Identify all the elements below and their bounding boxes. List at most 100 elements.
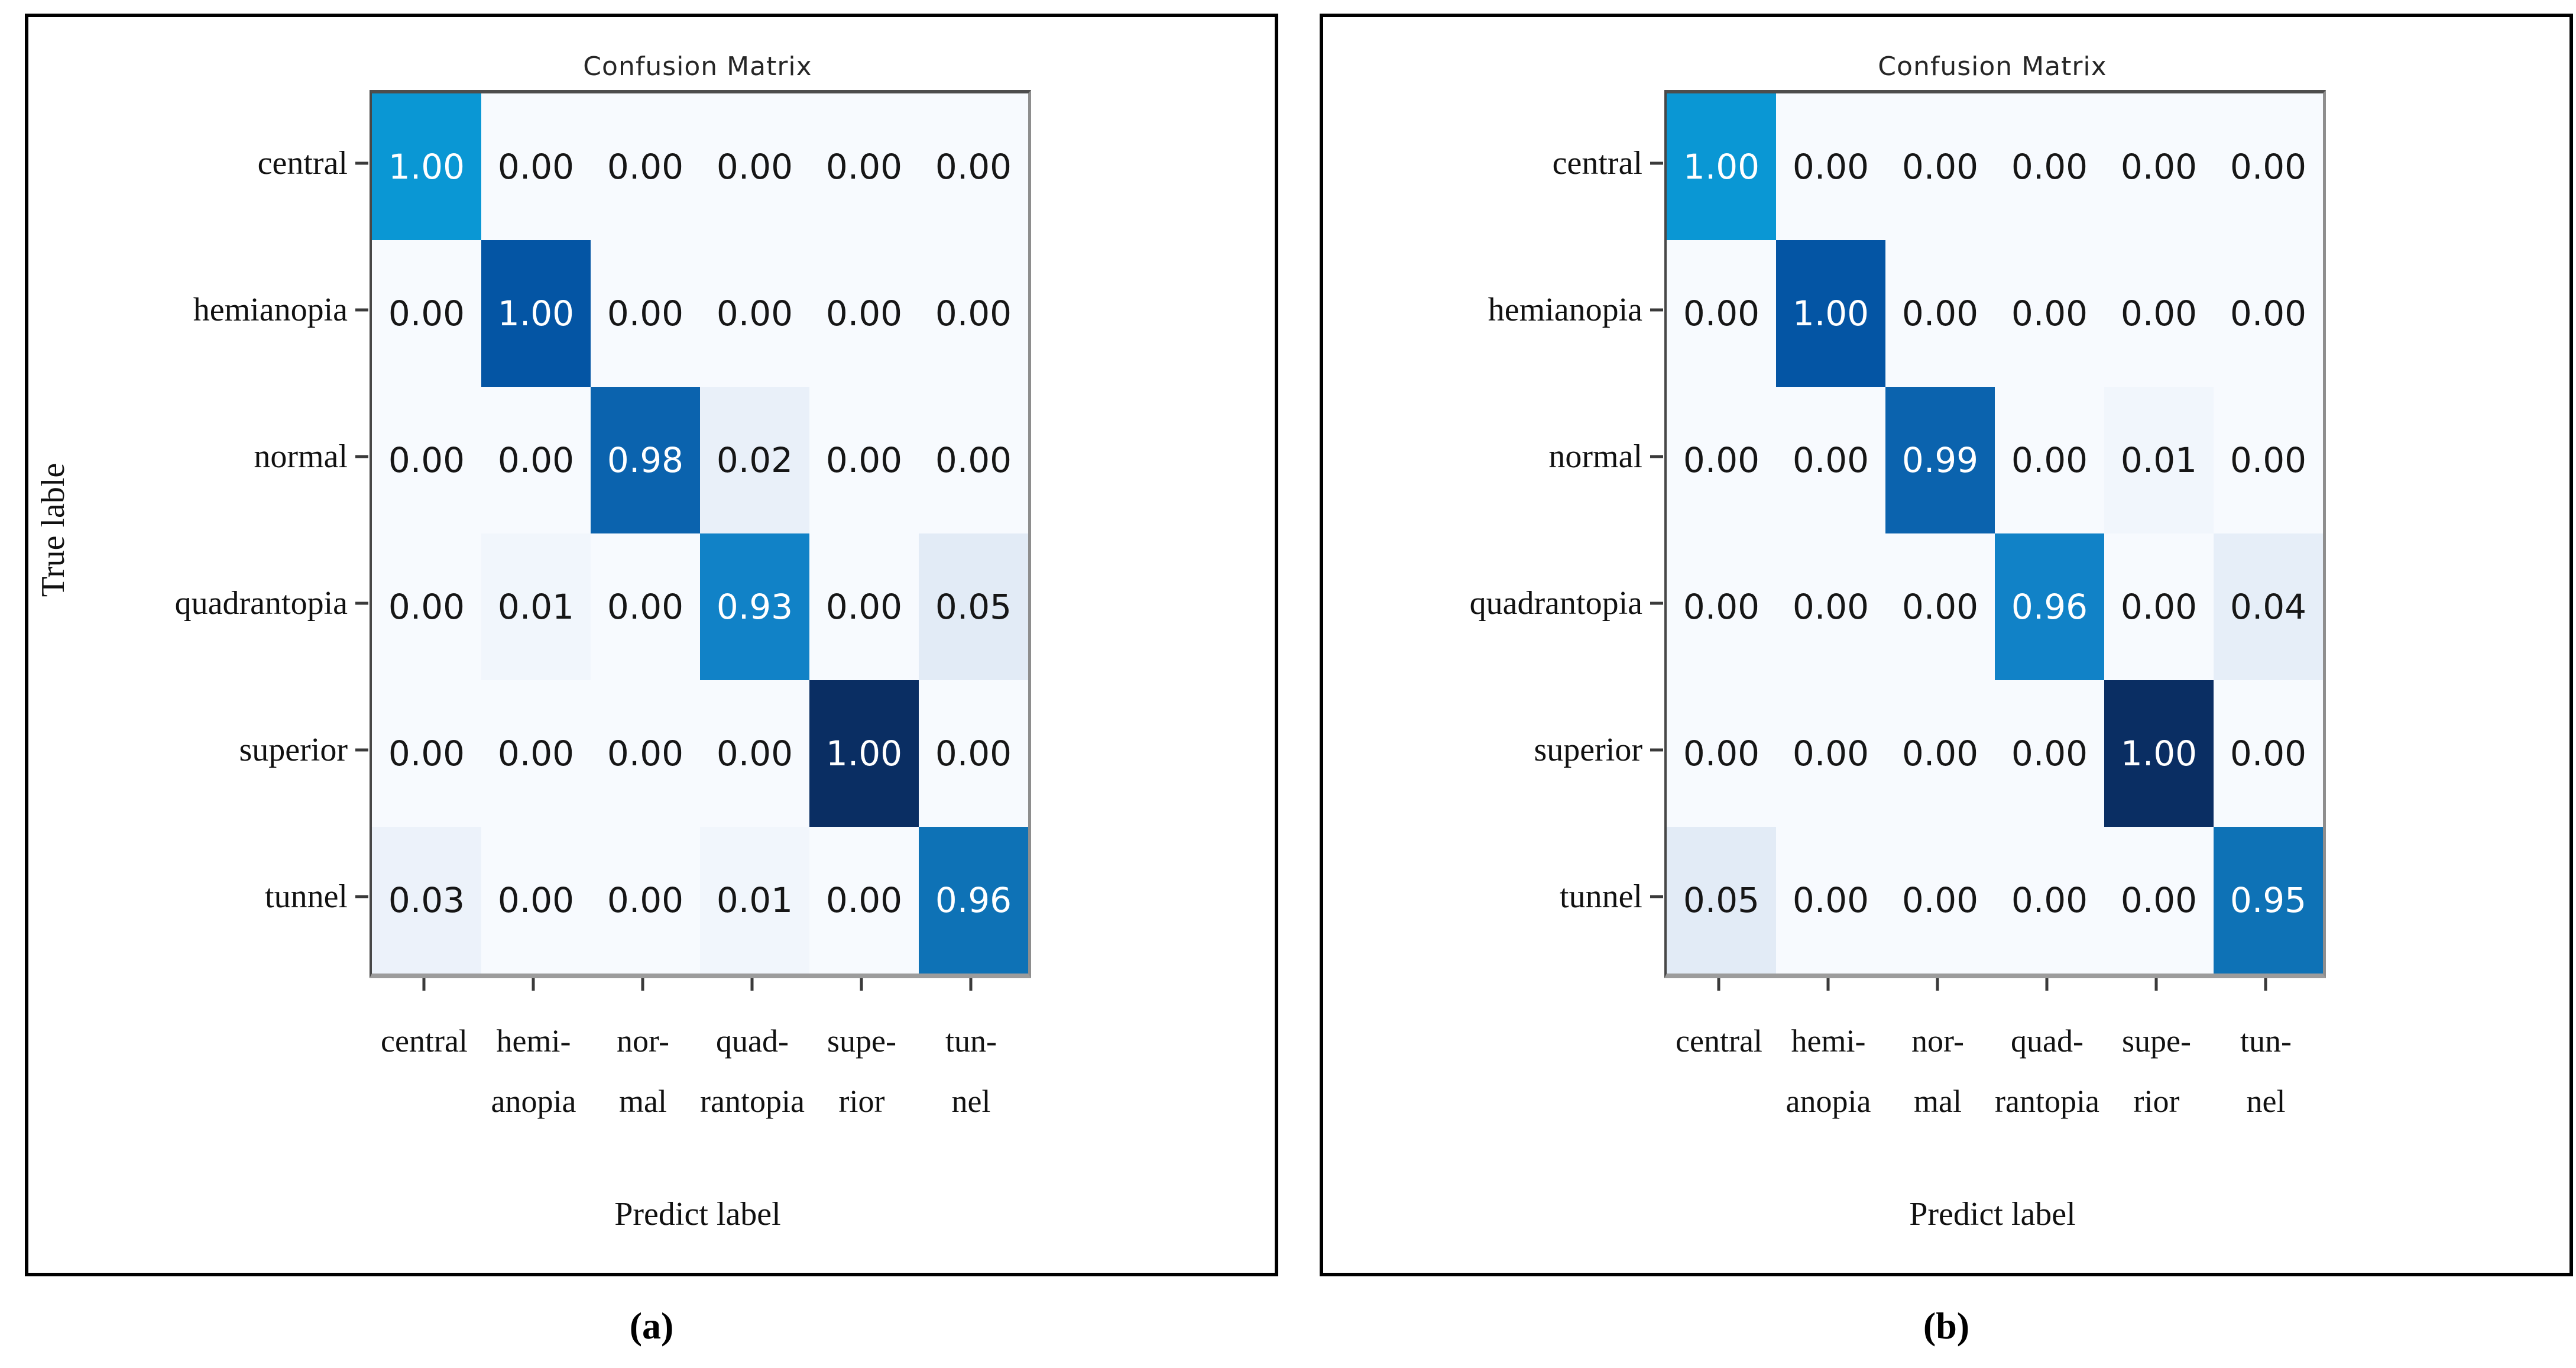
matrix-cell: 1.00 <box>1667 93 1776 240</box>
matrix-cell: 0.00 <box>919 680 1028 827</box>
matrix-cell: 0.00 <box>372 680 481 827</box>
y-tick-label: hemianopia <box>193 292 348 328</box>
matrix-cell: 0.00 <box>809 827 919 974</box>
matrix-cell: 0.00 <box>591 680 700 827</box>
x-tick-label-line1: supe- <box>2122 1023 2191 1059</box>
x-tick-label-line2: mal <box>619 1084 667 1119</box>
matrix-cell: 0.05 <box>1667 827 1776 974</box>
x-tick-mark <box>2154 976 2158 991</box>
matrix-cell: 0.00 <box>372 240 481 387</box>
matrix-cell: 0.00 <box>1885 93 1995 240</box>
matrix-cell: 0.00 <box>1995 680 2104 827</box>
matrix-cell: 0.00 <box>1885 827 1995 974</box>
x-tick-label-line2: mal <box>1914 1084 1962 1119</box>
matrix-cell: 0.00 <box>809 387 919 533</box>
matrix-cell: 0.00 <box>591 827 700 974</box>
y-tick-mark <box>1650 161 1663 165</box>
x-tick-label: nor-mal <box>588 1023 698 1153</box>
matrix-cell: 0.00 <box>809 240 919 387</box>
x-tick-mark <box>532 976 535 991</box>
matrix-cell: 0.00 <box>1995 240 2104 387</box>
matrix-cell: 0.00 <box>919 93 1028 240</box>
y-tick-label: quadrantopia <box>1469 585 1642 622</box>
x-tick-label-line2: anopia <box>1786 1084 1871 1119</box>
panel-caption-a: (a) <box>629 1305 674 1347</box>
x-tick-label-line2: rior <box>838 1084 885 1119</box>
x-tick-label-line2: nel <box>951 1084 991 1119</box>
x-tick-label-line1: tun- <box>945 1023 997 1059</box>
x-tick-label-line2: rior <box>2133 1084 2180 1119</box>
matrix-cell: 0.00 <box>1776 387 1885 533</box>
y-tick-label: hemianopia <box>1488 292 1642 328</box>
matrix-cell: 0.00 <box>591 93 700 240</box>
x-tick-label-line1: nor- <box>1911 1023 1964 1059</box>
x-tick-label-line1: central <box>1676 1023 1762 1059</box>
matrix-cell: 0.96 <box>919 827 1028 974</box>
x-tick-label-line1: quad- <box>2011 1023 2084 1059</box>
matrix-cell: 0.00 <box>1776 93 1885 240</box>
matrix-cell: 1.00 <box>2104 680 2214 827</box>
matrix-cell: 0.05 <box>919 533 1028 680</box>
y-tick-label: quadrantopia <box>174 585 348 622</box>
y-tick-mark <box>1650 895 1663 898</box>
x-tick-mark <box>641 976 644 991</box>
matrix-cell: 1.00 <box>1776 240 1885 387</box>
matrix-cell: 0.93 <box>700 533 809 680</box>
y-tick-label: central <box>257 145 348 182</box>
matrix-cell: 1.00 <box>481 240 591 387</box>
y-tick-mark <box>1650 748 1663 752</box>
x-tick-label: supe-rior <box>807 1023 916 1153</box>
y-tick-label: normal <box>254 438 348 475</box>
matrix-cell: 0.00 <box>1885 240 1995 387</box>
matrix-cell: 0.00 <box>481 680 591 827</box>
x-tick-label: tun-nel <box>2211 1023 2321 1153</box>
heatmap-grid: 1.00 0.00 0.00 0.00 0.00 0.00 0.00 1.00 0.00 0.00… <box>370 90 1031 978</box>
matrix-cell: 0.00 <box>2104 240 2214 387</box>
y-tick-mark <box>355 601 368 605</box>
x-axis-label: Predict label <box>614 1196 781 1233</box>
x-tick-label-line1: nor- <box>617 1023 669 1059</box>
x-axis-label: Predict label <box>1909 1196 2076 1233</box>
x-tick-label-line2: nel <box>2246 1084 2286 1119</box>
y-tick-mark <box>355 308 368 312</box>
matrix-cell: 0.00 <box>481 387 591 533</box>
matrix-cell: 0.00 <box>1885 680 1995 827</box>
matrix-cell: 0.00 <box>1995 827 2104 974</box>
x-tick-mark <box>422 976 426 991</box>
x-tick-mark <box>2264 976 2267 991</box>
x-tick-mark <box>2045 976 2049 991</box>
x-tick-mark <box>1936 976 1939 991</box>
matrix-cell: 0.00 <box>1776 680 1885 827</box>
matrix-cell: 0.00 <box>2214 387 2323 533</box>
y-axis-label: True lable <box>35 463 72 597</box>
matrix-cell: 0.99 <box>1885 387 1995 533</box>
x-tick-label: hemi-anopia <box>479 1023 588 1153</box>
matrix-cell: 0.02 <box>700 387 809 533</box>
y-tick-mark <box>355 895 368 898</box>
matrix-cell: 0.95 <box>2214 827 2323 974</box>
y-tick-label: tunnel <box>1560 878 1642 915</box>
x-tick-label: quad-rantopia <box>1992 1023 2102 1153</box>
matrix-cell: 0.00 <box>1776 827 1885 974</box>
matrix-cell: 0.00 <box>1667 240 1776 387</box>
matrix-cell: 0.00 <box>809 533 919 680</box>
x-tick-mark <box>969 976 973 991</box>
matrix-cell: 0.00 <box>591 533 700 680</box>
matrix-cell: 0.00 <box>700 93 809 240</box>
matrix-cell: 0.00 <box>2214 680 2323 827</box>
matrix-cell: 0.00 <box>2214 93 2323 240</box>
x-tick-label: tun-nel <box>916 1023 1026 1153</box>
matrix-cell: 0.00 <box>1776 533 1885 680</box>
matrix-cell: 0.00 <box>2104 533 2214 680</box>
x-tick-label-line2: anopia <box>491 1084 576 1119</box>
y-tick-mark <box>1650 601 1663 605</box>
x-tick-label: central <box>370 1023 479 1153</box>
y-tick-label: superior <box>239 732 348 768</box>
matrix-cell: 0.98 <box>591 387 700 533</box>
x-tick-label-line2: rantopia <box>700 1084 805 1119</box>
y-tick-label: superior <box>1534 732 1642 768</box>
y-tick-mark <box>1650 308 1663 312</box>
matrix-cell: 0.00 <box>1667 533 1776 680</box>
matrix-cell: 0.00 <box>1667 680 1776 827</box>
y-tick-mark <box>355 455 368 458</box>
